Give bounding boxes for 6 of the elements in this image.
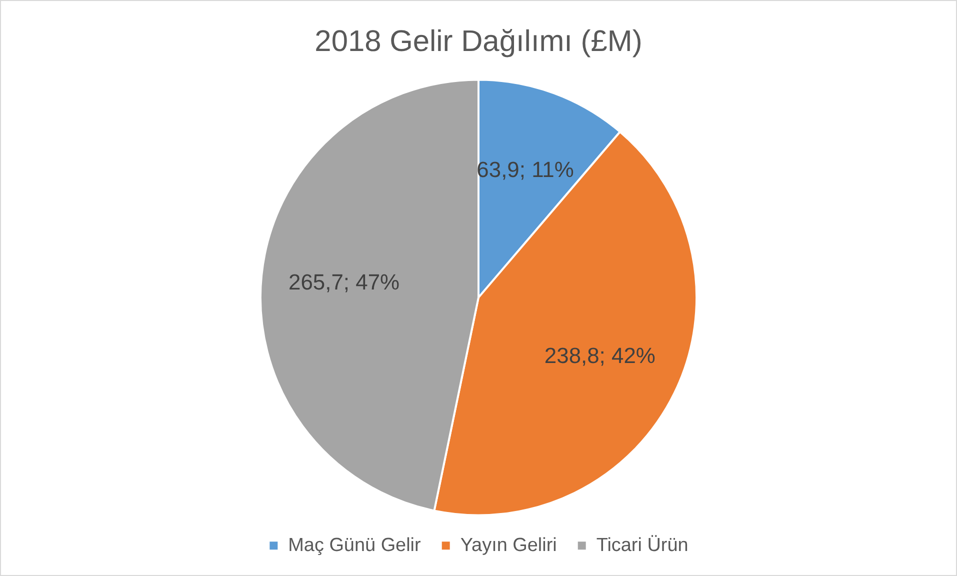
chart-title: 2018 Gelir Dağılımı (£M) xyxy=(314,25,642,58)
legend-label: Yayın Geliri xyxy=(460,534,557,556)
data-label: 238,8; 42% xyxy=(544,342,656,368)
legend-label: Maç Günü Gelir xyxy=(288,534,421,556)
legend-label: Ticari Ürün xyxy=(596,534,688,556)
data-label: 265,7; 47% xyxy=(288,270,400,295)
